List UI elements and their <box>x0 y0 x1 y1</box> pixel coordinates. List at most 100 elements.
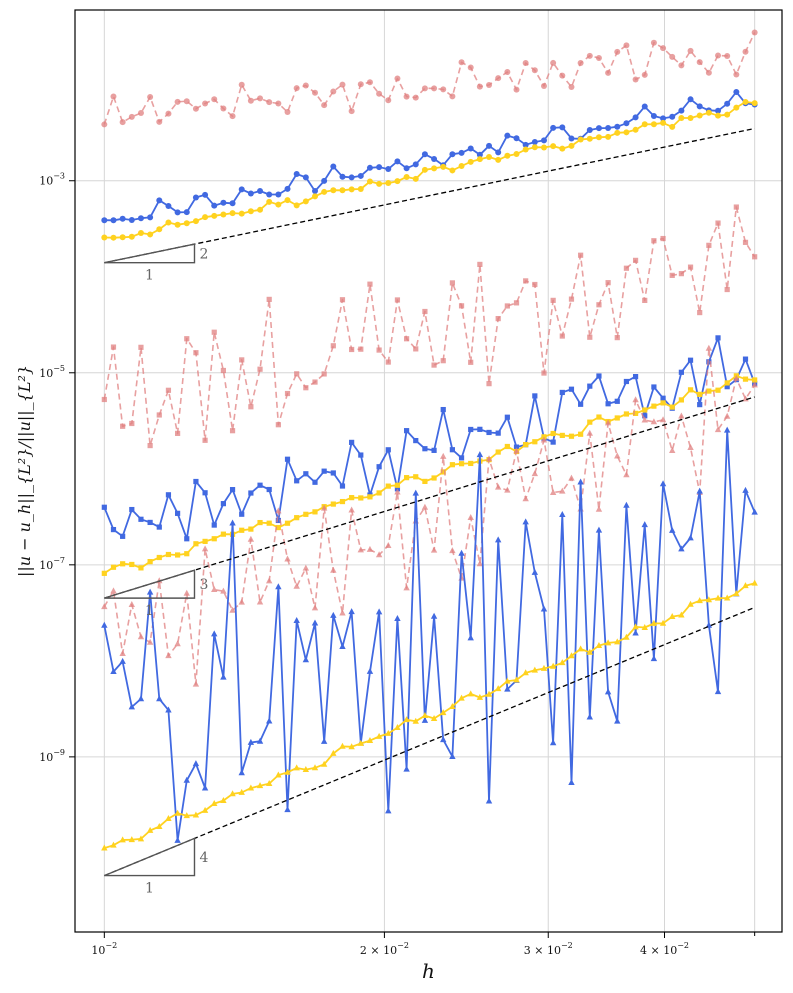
data-point <box>587 419 593 425</box>
data-point <box>513 300 520 306</box>
data-point <box>175 552 181 558</box>
data-point <box>193 541 199 547</box>
data-point <box>568 142 575 149</box>
data-point <box>485 455 493 462</box>
data-point <box>659 416 667 423</box>
data-point <box>669 113 676 120</box>
ref-slope-4 <box>104 606 755 877</box>
data-point <box>294 371 300 377</box>
data-point <box>110 667 117 674</box>
triangle-rise-label: 4 <box>199 850 208 866</box>
data-point <box>247 190 254 197</box>
data-point <box>724 111 731 118</box>
data-point <box>477 426 483 432</box>
data-point <box>568 652 575 659</box>
data-point <box>376 180 383 187</box>
triangle-slope-3: 13 <box>104 569 208 619</box>
data-point <box>412 717 419 724</box>
data-point <box>110 234 117 241</box>
data-point <box>669 53 676 60</box>
data-point <box>275 422 281 428</box>
data-point <box>642 407 648 413</box>
data-point <box>376 90 383 97</box>
data-point <box>375 732 383 739</box>
data-point <box>540 137 547 144</box>
data-point <box>412 489 419 496</box>
data-point <box>311 764 319 771</box>
data-point <box>723 594 731 601</box>
data-point <box>247 738 255 745</box>
data-point <box>549 488 557 495</box>
data-point <box>165 110 172 117</box>
data-point <box>284 108 291 115</box>
data-point <box>531 139 538 146</box>
data-point <box>495 449 501 455</box>
data-point <box>595 134 602 141</box>
data-point <box>641 416 648 423</box>
data-point <box>660 235 666 242</box>
data-point <box>275 100 282 107</box>
data-point <box>550 297 556 303</box>
data-point <box>531 568 539 575</box>
data-point <box>742 376 749 382</box>
data-point <box>101 121 108 128</box>
data-point <box>440 469 446 475</box>
data-point <box>578 431 584 437</box>
data-point <box>706 242 712 248</box>
data-point <box>678 107 685 114</box>
data-point <box>705 109 712 116</box>
data-point <box>339 81 346 88</box>
data-point <box>284 456 291 462</box>
data-point <box>494 685 502 692</box>
data-point <box>248 490 254 496</box>
data-point <box>659 619 667 626</box>
data-point <box>605 124 612 131</box>
data-point <box>467 64 474 71</box>
data-point <box>220 105 227 112</box>
data-point <box>422 308 428 315</box>
series-blue-square <box>101 335 758 542</box>
data-point <box>614 48 621 55</box>
data-point <box>522 141 529 148</box>
data-point <box>742 98 749 105</box>
data-point <box>376 464 382 470</box>
data-point <box>302 656 310 663</box>
data-point <box>147 442 153 449</box>
data-point <box>733 71 740 78</box>
data-point <box>265 717 273 724</box>
series-yellow-square <box>101 373 758 576</box>
data-point <box>403 165 410 172</box>
data-point <box>733 590 740 597</box>
data-point <box>202 100 209 107</box>
data-point <box>458 455 465 461</box>
data-point <box>348 108 355 115</box>
data-point <box>146 826 154 833</box>
data-point <box>458 59 465 66</box>
data-point <box>513 86 520 93</box>
data-point <box>394 158 401 165</box>
data-point <box>504 414 510 420</box>
data-point <box>623 129 630 136</box>
data-point <box>513 447 520 454</box>
data-point <box>257 95 264 102</box>
data-point <box>596 302 602 308</box>
data-point <box>137 633 145 640</box>
data-point <box>165 652 172 659</box>
data-point <box>587 334 593 340</box>
data-point <box>458 149 465 156</box>
data-point <box>550 430 556 437</box>
data-point <box>696 112 703 119</box>
data-point <box>128 836 136 843</box>
data-point <box>211 202 218 209</box>
data-point <box>192 194 199 201</box>
data-point <box>669 446 676 453</box>
series-line <box>103 347 756 685</box>
data-point <box>632 629 639 636</box>
data-point <box>193 350 199 356</box>
data-point <box>156 412 162 418</box>
data-point <box>238 788 245 795</box>
data-point <box>642 297 648 303</box>
data-point <box>430 546 438 553</box>
data-point <box>430 714 438 721</box>
